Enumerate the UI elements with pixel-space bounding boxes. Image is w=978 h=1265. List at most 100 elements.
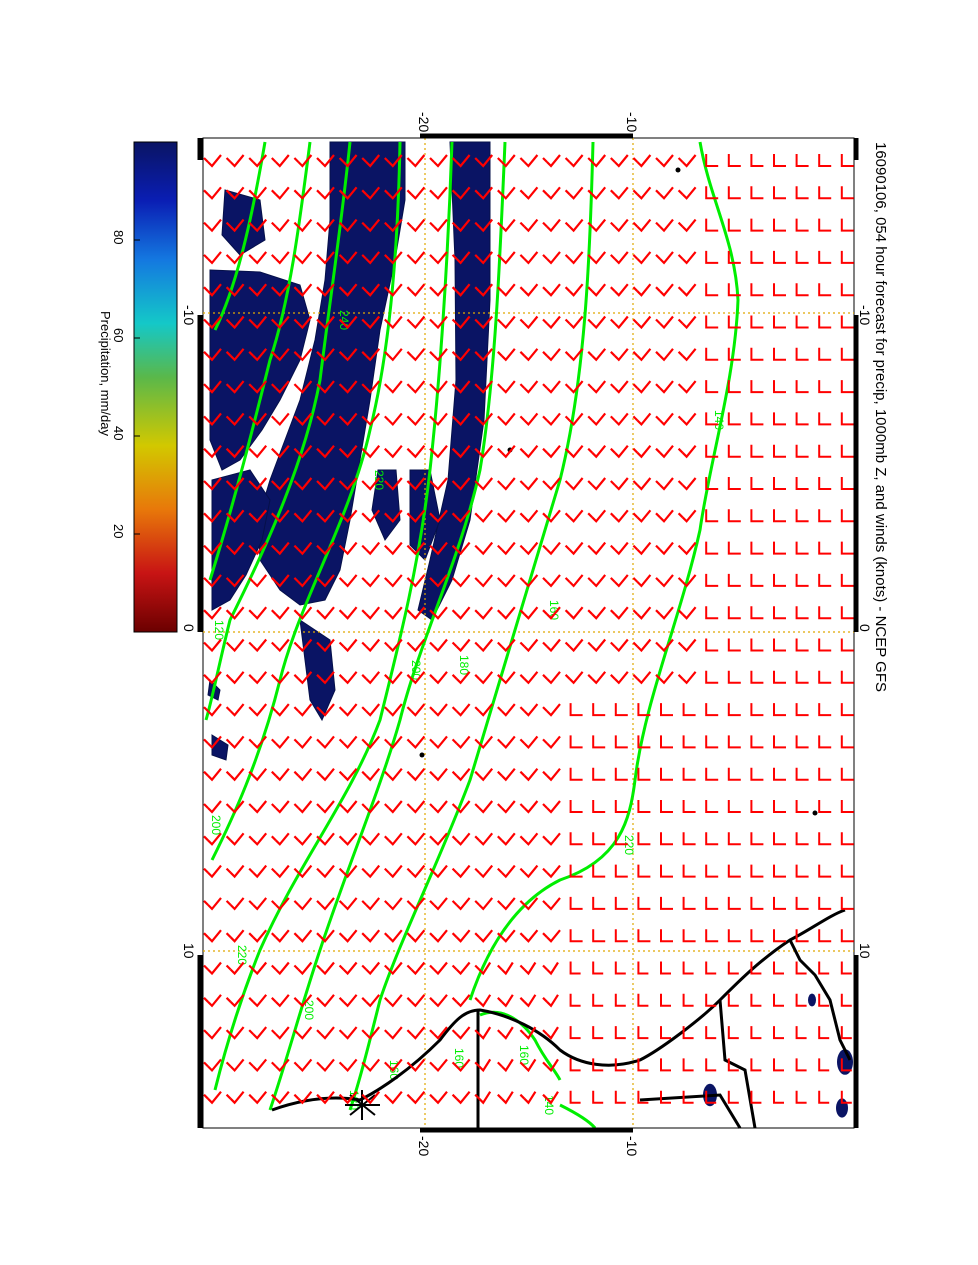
wind-barb-shaft [773,477,786,490]
wind-barb-shaft [773,703,786,717]
wind-barb [610,606,629,620]
wind-barb-feather [519,997,526,1003]
wind-barb [406,283,426,297]
wind-barb-feather [429,1029,435,1035]
wind-barb-shaft [569,993,581,1007]
wind-barb [542,606,561,620]
wind-barb-shaft [342,218,358,233]
wind-barb-feather [225,254,232,260]
wind-barb-feather [655,351,661,357]
wind-barb [293,348,313,362]
wind-barb [677,574,697,588]
wind-barb-feather [497,641,503,648]
wind-barb-feather [338,1061,345,1068]
wind-barb-shaft [455,283,471,297]
wind-barb-feather [451,447,458,454]
wind-barb [632,251,652,265]
wind-barb [542,186,561,200]
wind-barb [316,186,335,200]
wind-barb-shaft [252,961,268,976]
wind-barb-feather [225,964,232,971]
wind-barb-shaft [818,347,832,361]
wind-barb-shaft [207,154,222,168]
wind-barb [361,315,381,330]
wind-barb [497,929,516,943]
wind-barb-shaft [546,1058,559,1073]
wind-barb-feather [316,641,322,648]
wind-barb [429,1026,448,1040]
wind-barb-shaft [592,1090,604,1104]
wind-barb-shaft [501,218,516,233]
contour-label: 120 [212,620,226,640]
wind-barb-feather [361,1061,367,1068]
wind-barb [248,380,268,394]
wind-barb-shaft [229,412,245,427]
wind-barb-feather [316,770,322,777]
wind-barb-shaft [229,380,245,394]
wind-barb-shaft [659,186,674,200]
wind-barb [564,574,584,588]
wind-barb-shaft [592,1058,604,1072]
wind-barb [795,1058,807,1072]
wind-barb [271,412,290,427]
wind-barb [587,315,607,330]
wind-barb [384,574,403,588]
wind-barb-shaft [750,1026,762,1040]
wind-barb-shaft [750,1058,762,1072]
wind-barb-feather [293,867,300,874]
wind-barb [750,864,764,878]
wind-barb-feather [451,1093,458,1100]
wind-barb-shaft [727,186,741,200]
wind-barb-feather [271,447,277,454]
wind-barb-shaft [365,994,381,1008]
wind-barb-shaft [705,606,719,620]
wind-barb-shaft [478,251,494,265]
wind-barb [727,929,741,943]
wind-barb-shaft [410,574,426,588]
wind-barb-shaft [455,606,471,620]
wind-barb-shaft [636,412,652,427]
wind-barb-shaft [365,768,381,782]
wind-barb-shaft [681,606,697,620]
wind-barb-shaft [207,832,222,846]
wind-barb-shaft [795,1026,807,1040]
wind-barb [429,606,448,620]
wind-barb-feather [519,803,526,809]
wind-barb [632,186,652,200]
wind-barb-shaft [568,348,584,362]
wind-barb-shaft [636,154,652,168]
wind-barb [564,477,584,491]
wind-barb-shaft [501,703,516,717]
wind-barb-shaft [636,574,652,588]
wind-barb-feather [632,286,639,292]
wind-barb-shaft [410,735,426,750]
wind-barb [840,477,854,490]
wind-barb [610,509,629,523]
wind-barb-shaft [252,703,268,717]
wind-barb-feather [587,512,593,519]
wind-barb-shaft [523,509,539,523]
wind-barb-shaft [592,864,606,878]
wind-barb-shaft [818,250,832,264]
wind-barb [406,735,426,750]
wind-barb [660,929,673,943]
wind-barb-shaft [546,412,561,427]
wind-barb [637,703,651,717]
wind-barb-shaft [388,412,403,427]
wind-barb-shaft [569,864,583,878]
wind-barb-shaft [523,994,537,1008]
wind-barb-shaft [342,961,358,976]
wind-barb [610,251,629,265]
wind-barb [610,348,629,362]
wind-barb-shaft [388,251,403,265]
wind-barb-shaft [614,154,629,168]
wind-barb-shaft [433,1058,448,1073]
wind-barb-shaft [568,315,584,330]
wind-barb [705,1026,717,1040]
wind-barb-shaft [681,541,697,556]
wind-barb [225,348,245,362]
wind-barb [773,670,786,684]
wind-barb-shaft [660,832,673,846]
